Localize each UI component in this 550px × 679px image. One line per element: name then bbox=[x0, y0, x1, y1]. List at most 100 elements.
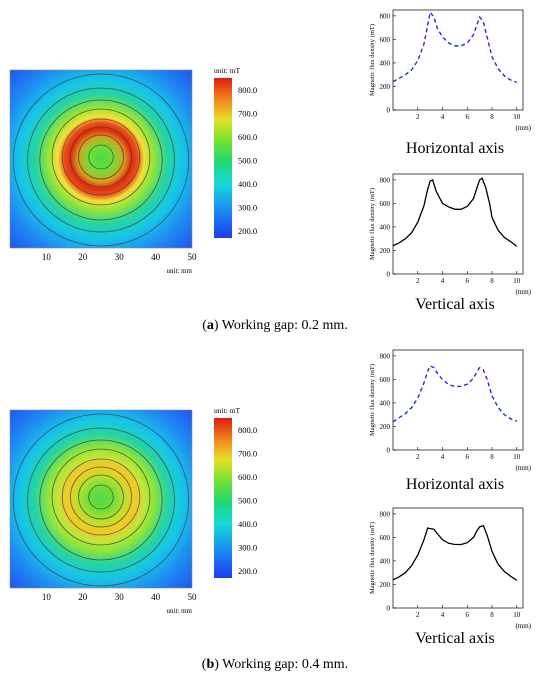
colorbar-tick-label: 200.0 bbox=[238, 226, 257, 236]
x-axis-label: (mm) bbox=[515, 288, 531, 296]
y-tick-label: 800 bbox=[380, 510, 391, 518]
x-tick-label: 10 bbox=[513, 113, 521, 121]
contour-map-b: 10 20 30 40 50 unit: mm unit: mT 800.0 700.0 600.… bbox=[9, 406, 257, 615]
y-tick-label: 200 bbox=[380, 247, 391, 255]
y-tick-label: 600 bbox=[380, 36, 391, 44]
contour-line bbox=[78, 134, 124, 180]
contour-line bbox=[39, 99, 163, 221]
contour-line bbox=[27, 87, 175, 233]
contour-line bbox=[88, 144, 114, 170]
map-frame bbox=[9, 409, 193, 589]
vertical-axis-title-b: Vertical axis bbox=[415, 630, 495, 647]
colorbar-tick-label: 700.0 bbox=[238, 449, 257, 459]
x-tick-label: 8 bbox=[490, 113, 494, 121]
contour-line bbox=[12, 413, 190, 587]
contour-line bbox=[51, 448, 151, 546]
contour-line bbox=[61, 458, 141, 536]
y-axis-label: Magnetic flux density (mT) bbox=[369, 364, 376, 436]
y-axis-label: Magnetic flux density (mT) bbox=[369, 24, 376, 96]
x-tick-label: 2 bbox=[416, 611, 420, 619]
caption-text-a: Working gap: 0.2 mm. bbox=[221, 318, 348, 333]
contour-line bbox=[51, 108, 151, 206]
y-tick-label: 800 bbox=[380, 12, 391, 20]
y-tick-label: 200 bbox=[380, 83, 391, 91]
x-tick-label: 4 bbox=[441, 453, 445, 461]
x-axis-label: (mm) bbox=[515, 464, 531, 472]
heatmap-area bbox=[10, 70, 192, 248]
contour-line bbox=[12, 73, 190, 247]
x-tick-label: 10 bbox=[513, 453, 521, 461]
horizontal-axis-plot-b: 0 200 400 600 800 2 4 6 8 10 (mm) Magnetic flux den… bbox=[369, 349, 532, 472]
x-tick-label: 10 bbox=[513, 277, 521, 285]
map-x-unit-label: unit: mm bbox=[167, 607, 193, 615]
y-axis-label: Magnetic flux density (mT) bbox=[369, 188, 376, 260]
x-tick-label: 8 bbox=[490, 453, 494, 461]
y-tick-label: 0 bbox=[387, 107, 391, 115]
plot-frame bbox=[392, 173, 524, 275]
caption-text-b: Working gap: 0.4 mm. bbox=[222, 657, 349, 672]
colorbar-tick-label: 800.0 bbox=[238, 85, 257, 95]
colorbar-tick-label: 300.0 bbox=[238, 543, 257, 553]
caption-b: (b) Working gap: 0.4 mm. bbox=[201, 657, 349, 672]
x-tick-label: 6 bbox=[466, 611, 470, 619]
colorbar-unit-label: unit: mT bbox=[214, 66, 240, 75]
plot-frame bbox=[392, 349, 524, 451]
y-tick-label: 600 bbox=[380, 534, 391, 542]
series-line bbox=[392, 524, 518, 581]
colorbar-tick-label: 600.0 bbox=[238, 472, 257, 482]
x-tick-label: 4 bbox=[441, 277, 445, 285]
colorbar-tick-label: 500.0 bbox=[238, 496, 257, 506]
y-tick-label: 400 bbox=[380, 223, 391, 231]
horizontal-axis-plot-a: 0 200 400 600 800 2 4 6 8 10 (mm) Magnetic flux den… bbox=[369, 9, 532, 132]
x-tick-label: 8 bbox=[490, 277, 494, 285]
map-x-tick-label: 30 bbox=[115, 252, 125, 262]
plot-frame bbox=[392, 9, 524, 111]
colorbar-tick-label: 600.0 bbox=[238, 132, 257, 142]
contour-map-a: 10 20 30 40 50 unit: mm unit: mT 800.0 700.0 600.… bbox=[9, 66, 257, 275]
x-tick-label: 6 bbox=[466, 113, 470, 121]
contour-line bbox=[78, 474, 124, 520]
map-x-tick-label: 20 bbox=[78, 592, 88, 602]
figure-panel-b: 10 20 30 40 50 unit: mm unit: mT 800.0 700.0 600.… bbox=[0, 340, 550, 679]
colorbar bbox=[214, 78, 232, 238]
map-x-tick-label: 30 bbox=[115, 592, 125, 602]
caption-letter-b: b bbox=[206, 657, 215, 672]
y-tick-label: 0 bbox=[387, 447, 391, 455]
x-tick-label: 10 bbox=[513, 611, 521, 619]
colorbar-tick-label: 700.0 bbox=[238, 109, 257, 119]
colorbar-tick-label: 500.0 bbox=[238, 156, 257, 166]
contour-line bbox=[61, 118, 141, 196]
heatmap-area bbox=[10, 410, 192, 588]
x-axis-label: (mm) bbox=[515, 124, 531, 132]
colorbar-tick-label: 400.0 bbox=[238, 179, 257, 189]
y-tick-label: 800 bbox=[380, 352, 391, 360]
map-x-tick-label: 10 bbox=[42, 592, 52, 602]
colorbar bbox=[214, 418, 232, 578]
horizontal-axis-title-a: Horizontal axis bbox=[405, 140, 505, 157]
map-frame bbox=[9, 69, 193, 249]
x-tick-label: 4 bbox=[441, 611, 445, 619]
colorbar-tick-label: 800.0 bbox=[238, 425, 257, 435]
figure-panel-a: 10 20 30 40 50 unit: mm unit: mT 800.0 700.0 600.… bbox=[9, 9, 532, 333]
map-x-tick-label: 50 bbox=[188, 252, 198, 262]
y-tick-label: 200 bbox=[380, 581, 391, 589]
colorbar-tick-label: 300.0 bbox=[238, 203, 257, 213]
caption-a: (a) Working gap: 0.2 mm. bbox=[202, 318, 348, 333]
plot-frame bbox=[392, 507, 524, 609]
series-line bbox=[392, 177, 518, 247]
contour-line bbox=[70, 466, 133, 528]
vertical-axis-plot-a: 0 200 400 600 800 2 4 6 8 10 (mm) Magnetic flux den… bbox=[369, 173, 532, 296]
y-tick-label: 400 bbox=[380, 59, 391, 67]
y-tick-label: 0 bbox=[387, 271, 391, 279]
map-x-tick-label: 20 bbox=[78, 252, 88, 262]
colorbar-tick-label: 200.0 bbox=[238, 566, 257, 576]
map-x-unit-label: unit: mm bbox=[167, 267, 193, 275]
contour-line bbox=[27, 427, 175, 573]
contour-line bbox=[70, 126, 133, 188]
y-tick-label: 600 bbox=[380, 376, 391, 384]
x-tick-label: 2 bbox=[416, 277, 420, 285]
x-tick-label: 6 bbox=[466, 453, 470, 461]
horizontal-axis-title-b: Horizontal axis bbox=[405, 476, 505, 493]
y-tick-label: 0 bbox=[387, 605, 391, 613]
series-line bbox=[392, 364, 518, 423]
